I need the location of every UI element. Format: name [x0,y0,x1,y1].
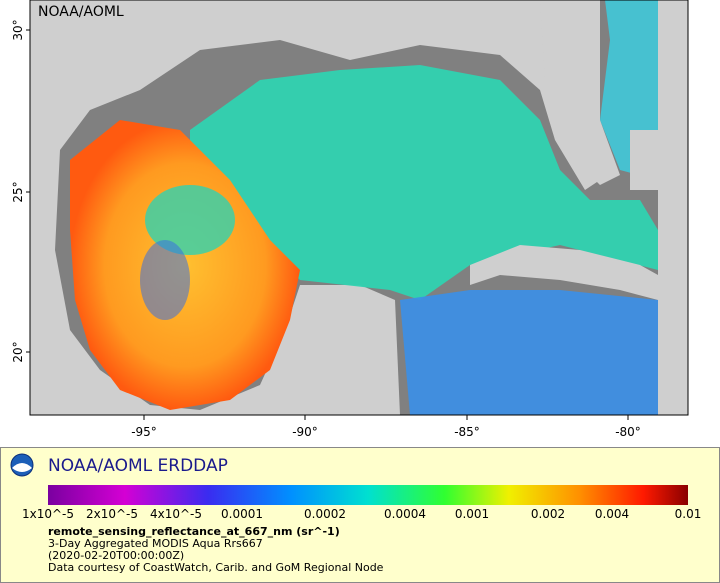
colorbar-tick-label: 0.01 [675,507,702,521]
colorbar-tick-label: 4x10^-5 [150,507,202,521]
info-line: 3-Day Aggregated MODIS Aqua Rrs667 [48,537,263,550]
variable-name: remote_sensing_reflectance_at_667_nm (sr… [48,525,340,538]
colorbar-tick-label: 0.001 [455,507,489,521]
lon-tick-label: -85° [454,425,480,439]
cuba [470,245,658,300]
watermark: NOAA/AOML [38,4,124,20]
data-blue [400,290,658,415]
lat-tick-label: 20° [11,341,25,362]
info-line: (2020-02-20T00:00:00Z) [48,549,184,562]
lat-tick-label: 25° [11,181,25,202]
data-patch [140,240,190,320]
info-line: Data courtesy of CoastWatch, Carib. and … [48,561,384,574]
colorbar-tick-label: 0.0002 [304,507,346,521]
map: NOAA/AOML [30,0,688,415]
lon-axis: -95° -90° -85° -80° [131,415,641,439]
colorbar-tick-label: 0.002 [531,507,565,521]
colorbar [48,485,688,505]
legend-title: NOAA/AOML ERDDAP [48,456,228,476]
lon-tick-label: -80° [615,425,641,439]
colorbar-ticks: 1x10^-5 2x10^-5 4x10^-5 0.0001 0.0002 0.… [22,507,701,521]
data-patch [145,185,235,255]
map-frame [29,0,689,416]
lon-tick-label: -95° [131,425,157,439]
florida [540,0,620,185]
lon-tick-label: -90° [292,425,318,439]
colorbar-tick-label: 1x10^-5 [22,507,74,521]
colorbar-tick-label: 2x10^-5 [86,507,138,521]
bahamas [630,130,658,190]
colorbar-tick-label: 0.0004 [384,507,426,521]
lat-axis: 30° 25° 20° [11,19,30,363]
noaa-logo [10,453,34,477]
data-cyan [190,65,658,300]
legend-panel [0,447,720,583]
colorbar-tick-label: 0.004 [595,507,629,521]
lat-tick-label: 30° [11,19,25,40]
colorbar-tick-label: 0.0001 [221,507,263,521]
